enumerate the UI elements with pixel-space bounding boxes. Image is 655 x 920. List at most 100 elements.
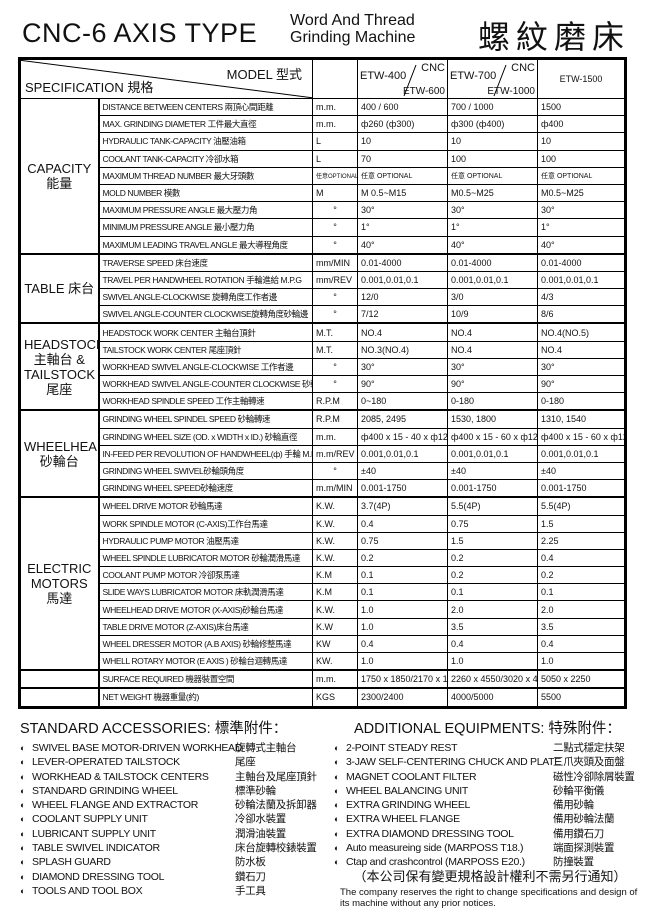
table-row: IN-FEED PER REVOLUTION OF HANDWHEEL(ф) 手… <box>20 444 626 463</box>
item-en: SWIVEL BASE MOTOR-DRIVEN WORKHEAD <box>32 742 243 754</box>
list-item: ◐ COOLANT SUPPLY UNIT 冷卻水裝置 <box>20 812 330 826</box>
value-model-1: 400 / 600 <box>357 97 448 117</box>
table-row: WHEEL DRESSER MOTOR (A.B AXIS) 砂輪修整馬達 KW 0… <box>20 634 626 654</box>
table-row: MINIMUM PRESSURE ANGLE 最小壓力角 ° 1° 1° 1° <box>20 218 626 237</box>
item-en: EXTRA GRINDING WHEEL <box>346 799 471 812</box>
table-row: WHEELHEAD 砂輪台 GRINDING WHEEL SPINDEL SPEE… <box>19 409 626 498</box>
value-model-3: 2.0 <box>537 600 626 619</box>
value-model-1: 7/12 <box>357 305 448 324</box>
item-en: LEVER-OPERATED TAILSTOCK <box>32 756 180 769</box>
spec-name: IN-FEED PER REVOLUTION OF HANDWHEEL(ф) 手… <box>98 444 313 463</box>
value-model-1: 3.7(4P) <box>357 496 448 516</box>
value-model-3: 任意 OPTIONAL <box>537 166 626 185</box>
item-en: 3-JAW SELF-CENTERING CHUCK AND PLATE <box>346 756 561 769</box>
notice: （本公司保有變更規格設計權利不需另行通知） The company reserv… <box>340 866 640 909</box>
spec-name: MAXIMUM THREAD NUMBER 最大牙頭數 <box>98 166 313 185</box>
value-model-1: 0.01-4000 <box>357 253 448 272</box>
value-model-3: 2.25 <box>537 531 626 550</box>
value-model-1: 10 <box>357 132 448 151</box>
value-model-1: 2300/2400 <box>357 687 448 708</box>
value-model-1: 2085, 2495 <box>357 409 448 429</box>
list-item: ◐ STANDARD GRINDING WHEEL 標準砂輪 <box>20 784 330 798</box>
value-model-1: 1° <box>357 218 448 237</box>
item-zh: 主軸台及尾座頂針 <box>235 770 317 783</box>
table-row: TABLE 床台 TRAVERSE SPEED 床台速度 mm/MIN 0.01-40… <box>19 253 626 324</box>
value-model-2: 0.1 <box>447 583 538 602</box>
unit: ° <box>312 235 358 255</box>
spec-name: SURFACE REQUIRED 機器裝置空間 <box>98 669 313 689</box>
page-title: CNC-6 AXIS TYPE <box>22 18 258 48</box>
value-model-3: 5.5(4P) <box>537 496 626 516</box>
group-label <box>19 669 100 689</box>
value-model-3: NO.4(NO.5) <box>537 322 626 342</box>
value-model-2: 100 <box>447 149 538 168</box>
value-model-1: 1.0 <box>357 600 448 619</box>
spec-name: WORKHEAD SWIVEL ANGLE-COUNTER CLOCKWISE … <box>98 374 313 394</box>
value-model-2: 10/9 <box>447 305 538 324</box>
header-unit-cell <box>312 58 358 99</box>
half-circle-bullet-icon: ◐ <box>334 743 340 753</box>
notice-en: The company reserves the right to change… <box>340 887 638 909</box>
item-en: TOOLS AND TOOL BOX <box>32 884 143 897</box>
value-model-1: 0.4 <box>357 514 448 533</box>
spec-name: GRINDING WHEEL SWIVEL砂輪頭角度 <box>98 461 313 481</box>
item-zh: 旋轉式主軸台 <box>235 742 297 754</box>
item-en: TABLE SWIVEL INDICATOR <box>32 842 160 855</box>
item-en: COOLANT SUPPLY UNIT <box>32 813 148 826</box>
value-model-2: 0.001,0.01,0.1 <box>447 444 538 463</box>
additional-equipments: ADDITIONAL EQUIPMENTS: 特殊附件： ◐ 2-POINT ST… <box>334 717 644 870</box>
standard-accessories: STANDARD ACCESSORIES: 標準附件： ◐ SWIVEL BASE… <box>20 717 330 898</box>
list-item: ◐ MAGNET COOLANT FILTER 磁性冷卻除屑裝置 <box>334 770 644 784</box>
subtitle-line-1: Word And Thread <box>290 12 415 29</box>
item-zh: 尾座 <box>235 756 256 769</box>
table-row: COOLANT TANK-CAPACITY 冷卻水箱 L 70 100 100 <box>20 149 626 168</box>
unit: KW <box>312 634 358 654</box>
value-model-1: M 0.5~M15 <box>357 183 448 203</box>
item-en: STANDARD GRINDING WHEEL <box>32 784 178 797</box>
value-model-2: 4000/5000 <box>447 687 538 708</box>
value-model-1: 0.1 <box>357 566 448 585</box>
item-en: SPLASH GUARD <box>32 856 111 869</box>
unit: R.P.M <box>312 392 358 411</box>
spec-name: GRINDING WHEEL SIZE (OD. x WIDTH x ID.) … <box>98 427 313 446</box>
spec-name: WHEEL DRESSER MOTOR (A.B AXIS) 砂輪修整馬達 <box>98 634 313 654</box>
value-model-3: 1.0 <box>537 652 626 671</box>
unit: M <box>312 183 358 203</box>
value-model-1: 0.001-1750 <box>357 479 448 498</box>
table-row: COOLANT PUMP MOTOR 冷卻泵馬達 K.M 0.1 0.2 0.2 <box>20 566 626 585</box>
item-zh: 二點式穩定扶架 <box>553 742 625 754</box>
value-model-2: 0.2 <box>447 566 538 585</box>
value-model-3: 1500 <box>537 97 626 117</box>
group-label: CAPACITY 能量 <box>19 97 100 255</box>
spec-name: WORKHEAD SPINDLE SPEED 工作主軸轉速 <box>98 392 313 411</box>
table-row: GRINDING WHEEL SPEED砂輪速度 m.m/MIN 0.001-175… <box>20 479 626 498</box>
list-item: ◐ EXTRA GRINDING WHEEL 備用砂輪 <box>334 798 644 812</box>
value-model-1: 1750 x 1850/2170 x 1950 <box>357 669 448 689</box>
specification-table: MODEL 型式 SPECIFICATION 規格 ETW-400 CNC ET… <box>18 57 627 709</box>
spec-name: SWIVEL ANGLE-COUNTER CLOCKWISE旋轉角度砂輪邊 <box>98 305 313 324</box>
value-model-1: NO.4 <box>357 322 448 342</box>
value-model-1: 90° <box>357 374 448 394</box>
list-item: ◐ WORKHEAD & TAILSTOCK CENTERS 主軸台及尾座頂針 <box>20 770 330 784</box>
unit: M.T. <box>312 322 358 342</box>
item-en: WORKHEAD & TAILSTOCK CENTERS <box>32 770 209 783</box>
value-model-2: 1530, 1800 <box>447 409 538 429</box>
unit: 任意OPTIONAL <box>312 166 358 185</box>
item-en: Ctap and crashcontrol (MARPOSS E20.) <box>346 856 525 869</box>
slash-line <box>403 64 417 97</box>
value-model-3: 100 <box>537 149 626 168</box>
value-model-2: M0.5~M25 <box>447 183 538 203</box>
unit: mm/MIN <box>312 253 358 272</box>
table-row: HYDRAULIC PUMP MOTOR 油壓馬達 K.W. 0.75 1.5 2.25 <box>20 531 626 550</box>
item-en: LUBRICANT SUPPLY UNIT <box>32 827 156 840</box>
value-model-2: 任意 OPTIONAL <box>447 166 538 185</box>
unit: ° <box>312 357 358 377</box>
unit: K.W. <box>312 514 358 533</box>
value-model-2: 1.5 <box>447 531 538 550</box>
item-en: DIAMOND DRESSING TOOL <box>32 870 165 883</box>
list-item: ◐ 3-JAW SELF-CENTERING CHUCK AND PLATE 三爪夾… <box>334 755 644 769</box>
value-model-2: 3/0 <box>447 288 538 307</box>
value-model-1: 0~180 <box>357 392 448 411</box>
value-model-3: 1310, 1540 <box>537 409 626 429</box>
value-model-1: 1.0 <box>357 652 448 671</box>
